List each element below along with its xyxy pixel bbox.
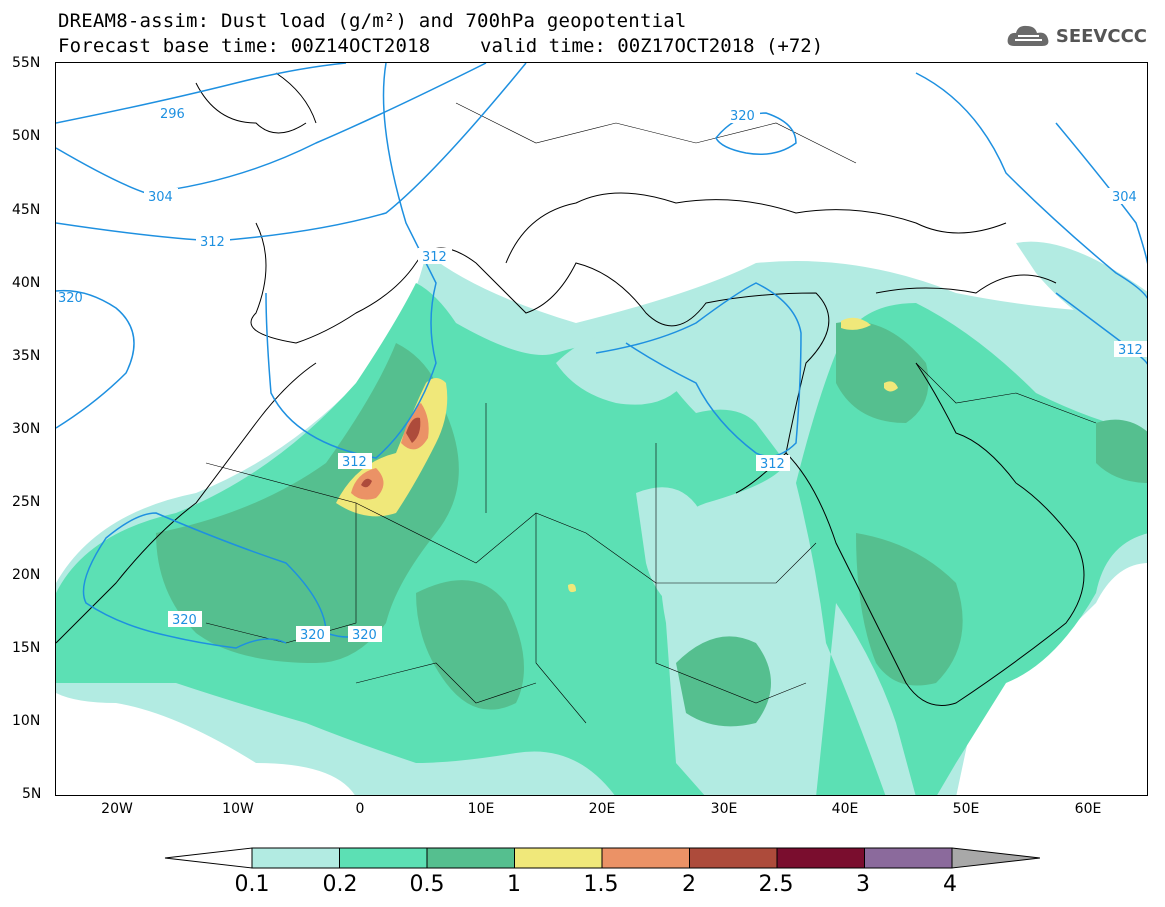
contour-label: 296 — [160, 107, 185, 122]
contour-label: 320 — [730, 109, 755, 124]
contour-label: 312 — [760, 457, 785, 472]
colorbar-label: 3 — [856, 872, 870, 897]
lat-label: 15N — [12, 640, 41, 656]
colorbar-cell — [776, 847, 865, 869]
colorbar-label: 1 — [507, 872, 521, 897]
contour-label: 312 — [422, 250, 447, 265]
map-title: DREAM8-assim: Dust load (g/m²) and 700hP… — [58, 10, 687, 32]
colorbar-label: 2 — [682, 872, 696, 897]
lon-label: 20W — [101, 801, 133, 817]
lon-label: 50E — [952, 801, 980, 817]
colorbar-cell — [864, 847, 953, 869]
colorbar-over-arrow — [951, 847, 1040, 869]
colorbar-cell — [601, 847, 690, 869]
map-canvas: 296 304 312 320 312 312 312 304 320 320 … — [56, 63, 1147, 795]
lon-label: 20E — [588, 801, 616, 817]
lat-label: 35N — [12, 348, 41, 364]
coastlines — [56, 72, 1085, 706]
colorbar-under-arrow — [164, 847, 253, 869]
colorbar-cell — [426, 847, 515, 869]
lon-label: 10E — [467, 801, 495, 817]
colorbar-cells — [251, 847, 953, 869]
lat-label: 20N — [12, 567, 41, 583]
contour-label: 304 — [148, 190, 173, 205]
contour-label: 320 — [172, 613, 197, 628]
colorbar-label: 4 — [943, 872, 957, 897]
lat-label: 45N — [12, 202, 41, 218]
lat-label: 40N — [12, 275, 41, 291]
colorbar-label: 0.1 — [234, 872, 270, 897]
contour-label: 312 — [1118, 343, 1143, 358]
lon-label: 0 — [355, 801, 365, 817]
colorbar-label: 2.5 — [758, 872, 794, 897]
contour-label: 320 — [58, 291, 83, 306]
cloud-icon — [1007, 25, 1049, 46]
lat-label: 10N — [12, 713, 41, 729]
colorbar-label: 0.5 — [409, 872, 445, 897]
lat-label: 25N — [12, 494, 41, 510]
contour-label: 320 — [352, 628, 377, 643]
contour-label: 320 — [300, 628, 325, 643]
contour-label: 304 — [1112, 190, 1137, 205]
dust-map: 296 304 312 320 312 312 312 304 320 320 … — [55, 62, 1148, 796]
colorbar-cell — [514, 847, 603, 869]
colorbar-cell — [251, 847, 340, 869]
lon-label: 60E — [1074, 801, 1102, 817]
colorbar-cell — [339, 847, 428, 869]
lat-label: 30N — [12, 421, 41, 437]
colorbar-cell — [689, 847, 778, 869]
logo: SEEVCCC — [1006, 22, 1147, 50]
colorbar-label: 1.5 — [583, 872, 619, 897]
dust-layer-0-5 — [156, 321, 1147, 727]
contour-labels: 296 304 312 320 312 312 312 304 320 320 … — [58, 105, 1147, 643]
dust-layer-2 — [361, 417, 421, 488]
lat-label: 55N — [12, 55, 41, 71]
lat-label: 50N — [12, 128, 41, 144]
contour-label: 312 — [342, 455, 367, 470]
valid-time: valid time: 00Z17OCT2018 (+72) — [480, 35, 824, 57]
forecast-base-time: Forecast base time: 00Z14OCT2018 — [58, 35, 431, 57]
lon-label: 30E — [710, 801, 738, 817]
colorbar — [164, 847, 1040, 869]
lon-label: 40E — [831, 801, 859, 817]
lat-label: 5N — [22, 786, 42, 802]
logo-text: SEEVCCC — [1055, 25, 1147, 47]
contour-label: 312 — [200, 235, 225, 250]
borders — [205, 102, 1097, 724]
lon-label: 10W — [222, 801, 254, 817]
colorbar-label: 0.2 — [322, 872, 358, 897]
